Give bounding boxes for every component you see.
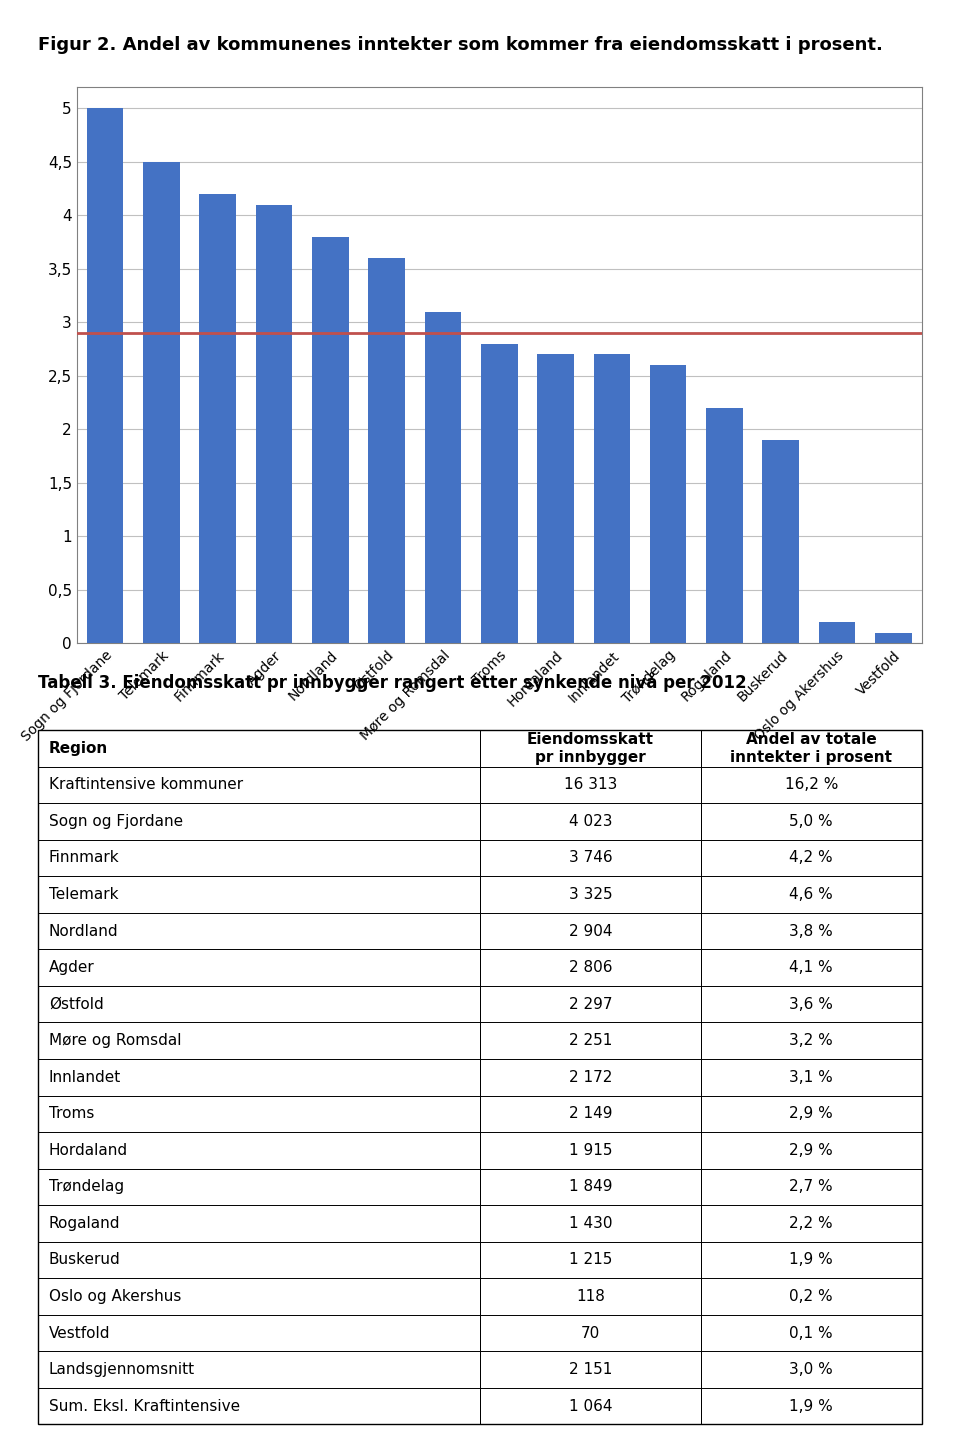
Text: 2,9 %: 2,9 % [789, 1106, 833, 1121]
Bar [593, 354, 630, 643]
Text: 2 149: 2 149 [568, 1106, 612, 1121]
Text: Kraftintensive kommuner: Kraftintensive kommuner [49, 778, 243, 792]
Bar [650, 364, 686, 643]
Text: 2,7 %: 2,7 % [789, 1180, 833, 1194]
Text: Eiendomsskatt
pr innbygger: Eiendomsskatt pr innbygger [527, 732, 654, 765]
Text: 1 915: 1 915 [568, 1142, 612, 1158]
Text: 0,1 %: 0,1 % [789, 1326, 833, 1340]
Text: Buskerud: Buskerud [49, 1252, 121, 1268]
Text: 16 313: 16 313 [564, 778, 617, 792]
Text: Figur 2. Andel av kommunenes inntekter som kommer fra eiendomsskatt i prosent.: Figur 2. Andel av kommunenes inntekter s… [38, 36, 883, 54]
Text: Landsgjennomsnitt: Landsgjennomsnitt [49, 1362, 195, 1377]
Text: 2,9 %: 2,9 % [789, 1142, 833, 1158]
Text: Innlandet: Innlandet [49, 1070, 121, 1084]
Bar [369, 257, 405, 643]
Text: Telemark: Telemark [49, 886, 118, 902]
Text: 2 172: 2 172 [568, 1070, 612, 1084]
Text: Sogn og Fjordane: Sogn og Fjordane [49, 814, 183, 829]
Text: Sum. Eksl. Kraftintensive: Sum. Eksl. Kraftintensive [49, 1398, 240, 1414]
Text: 5,0 %: 5,0 % [789, 814, 833, 829]
Text: Nordland: Nordland [49, 924, 119, 938]
Text: Region: Region [49, 740, 108, 756]
Text: Møre og Romsdal: Møre og Romsdal [49, 1034, 181, 1048]
Text: Oslo og Akershus: Oslo og Akershus [49, 1288, 181, 1304]
Bar [424, 311, 461, 643]
Bar [707, 408, 743, 643]
Text: Tabell 3. Eiendomsskatt pr innbygger rangert etter synkende nivå per 2012: Tabell 3. Eiendomsskatt pr innbygger ran… [38, 672, 747, 693]
Text: 3,2 %: 3,2 % [789, 1034, 833, 1048]
Text: 4,1 %: 4,1 % [789, 960, 833, 975]
Text: 118: 118 [576, 1288, 605, 1304]
Text: 1 215: 1 215 [568, 1252, 612, 1268]
Bar [481, 344, 517, 643]
Text: Hordaland: Hordaland [49, 1142, 128, 1158]
Text: Østfold: Østfold [49, 996, 104, 1012]
Text: 2 151: 2 151 [568, 1362, 612, 1377]
Text: 1,9 %: 1,9 % [789, 1252, 833, 1268]
Text: 0,2 %: 0,2 % [789, 1288, 833, 1304]
Text: 3,6 %: 3,6 % [789, 996, 833, 1012]
Text: 4 023: 4 023 [568, 814, 612, 829]
Bar [819, 622, 855, 643]
Text: 1 430: 1 430 [568, 1216, 612, 1231]
Text: 3 325: 3 325 [568, 886, 612, 902]
Text: 4,6 %: 4,6 % [789, 886, 833, 902]
Text: Andel av totale
inntekter i prosent: Andel av totale inntekter i prosent [731, 732, 892, 765]
Bar [86, 108, 123, 643]
Bar [538, 354, 574, 643]
Bar [876, 633, 912, 643]
Text: Rogaland: Rogaland [49, 1216, 121, 1231]
Text: 1 849: 1 849 [568, 1180, 612, 1194]
Text: 2 904: 2 904 [568, 924, 612, 938]
Text: 3,8 %: 3,8 % [789, 924, 833, 938]
Text: 2 806: 2 806 [568, 960, 612, 975]
Text: 1,9 %: 1,9 % [789, 1398, 833, 1414]
Text: 2 251: 2 251 [568, 1034, 612, 1048]
Bar [255, 204, 292, 643]
Text: 3,1 %: 3,1 % [789, 1070, 833, 1084]
Bar [762, 440, 799, 643]
Text: Trøndelag: Trøndelag [49, 1180, 124, 1194]
Text: Troms: Troms [49, 1106, 94, 1121]
Bar [312, 237, 348, 643]
Text: Agder: Agder [49, 960, 95, 975]
Text: 70: 70 [581, 1326, 600, 1340]
Text: 2,2 %: 2,2 % [789, 1216, 833, 1231]
Text: 1 064: 1 064 [568, 1398, 612, 1414]
Text: Finnmark: Finnmark [49, 850, 120, 866]
Text: 3,0 %: 3,0 % [789, 1362, 833, 1377]
Text: 3 746: 3 746 [568, 850, 612, 866]
Text: 4,2 %: 4,2 % [789, 850, 833, 866]
Text: 2 297: 2 297 [568, 996, 612, 1012]
Bar [200, 194, 236, 643]
Bar [143, 162, 180, 643]
Text: Vestfold: Vestfold [49, 1326, 110, 1340]
Text: 16,2 %: 16,2 % [784, 778, 838, 792]
